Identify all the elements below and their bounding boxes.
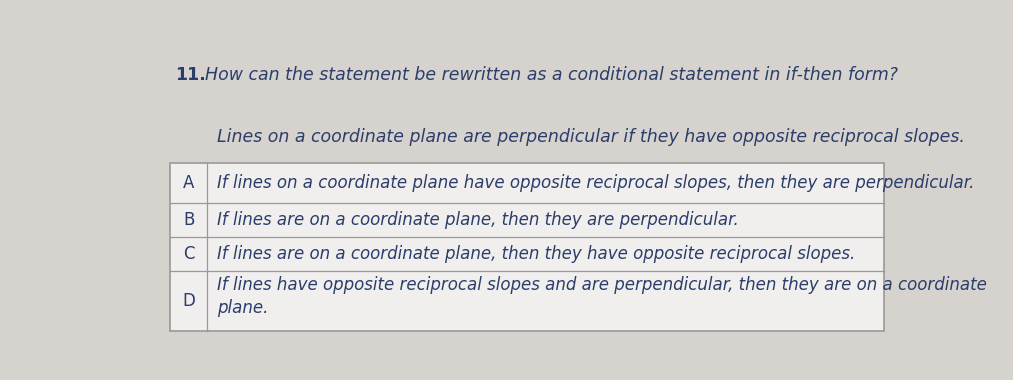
Text: A: A (183, 174, 194, 192)
Text: C: C (183, 245, 194, 263)
Text: If lines have opposite reciprocal slopes and are perpendicular, then they are on: If lines have opposite reciprocal slopes… (217, 276, 987, 317)
Text: How can the statement be rewritten as a conditional statement in if-then form?: How can the statement be rewritten as a … (206, 66, 899, 84)
Text: If lines on a coordinate plane have opposite reciprocal slopes, then they are pe: If lines on a coordinate plane have oppo… (217, 174, 975, 192)
FancyBboxPatch shape (170, 163, 884, 331)
Text: B: B (183, 211, 194, 229)
Text: 11.: 11. (175, 66, 206, 84)
Text: Lines on a coordinate plane are perpendicular if they have opposite reciprocal s: Lines on a coordinate plane are perpendi… (217, 128, 964, 146)
Text: D: D (182, 292, 196, 310)
Text: If lines are on a coordinate plane, then they are perpendicular.: If lines are on a coordinate plane, then… (217, 211, 738, 229)
Text: If lines are on a coordinate plane, then they have opposite reciprocal slopes.: If lines are on a coordinate plane, then… (217, 245, 855, 263)
